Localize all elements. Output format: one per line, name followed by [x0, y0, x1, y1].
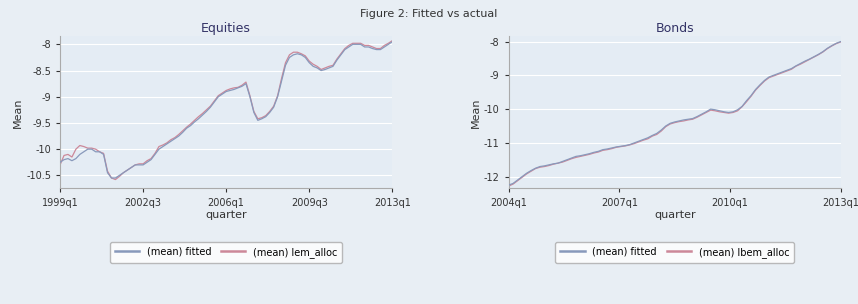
- Legend: (mean) fitted, (mean) lem_alloc: (mean) fitted, (mean) lem_alloc: [110, 242, 342, 263]
- Legend: (mean) fitted, (mean) lbem_alloc: (mean) fitted, (mean) lbem_alloc: [555, 242, 795, 263]
- Y-axis label: Mean: Mean: [471, 97, 481, 128]
- X-axis label: quarter: quarter: [205, 210, 247, 220]
- Y-axis label: Mean: Mean: [13, 97, 23, 128]
- Title: Bonds: Bonds: [656, 22, 694, 35]
- X-axis label: quarter: quarter: [654, 210, 696, 220]
- Text: Figure 2: Fitted vs actual: Figure 2: Fitted vs actual: [360, 9, 498, 19]
- Title: Equities: Equities: [202, 22, 251, 35]
